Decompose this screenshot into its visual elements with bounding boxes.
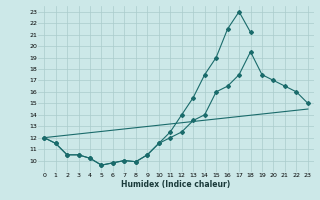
X-axis label: Humidex (Indice chaleur): Humidex (Indice chaleur) [121, 180, 231, 189]
